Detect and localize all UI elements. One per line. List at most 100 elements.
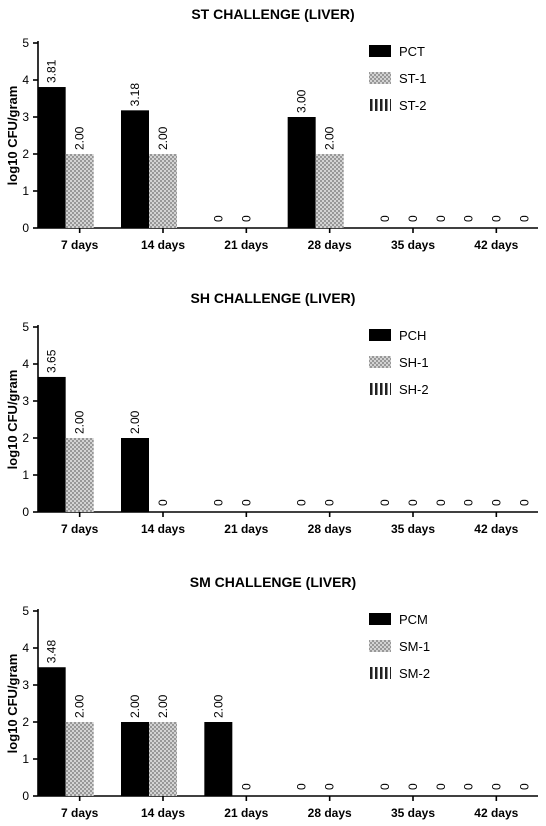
x-tick-label: 42 days	[474, 238, 518, 252]
bar-pct	[287, 117, 316, 228]
y-tick-label: 0	[22, 789, 29, 803]
y-tick-label: 4	[22, 73, 29, 87]
y-tick-label: 4	[22, 641, 29, 655]
y-tick-label: 1	[22, 184, 29, 198]
bar-sh-1	[65, 438, 94, 512]
legend-label: PCT	[399, 44, 425, 59]
chart-title: SH CHALLENGE (LIVER)	[191, 290, 356, 306]
data-label: 0	[378, 215, 392, 222]
x-tick-label: 14 days	[141, 522, 185, 536]
y-tick-label: 5	[22, 36, 29, 50]
chart-panel-1: ST CHALLENGE (LIVER) log10 CFU/gram 0 1 2 3 4 5…	[5, 6, 538, 252]
x-tick-label: 14 days	[141, 238, 185, 252]
legend-swatch-pct	[369, 45, 391, 57]
data-label: 0	[461, 215, 475, 222]
data-label: 0	[517, 215, 531, 222]
x-tick-label: 7 days	[61, 238, 99, 252]
data-label: 0	[323, 499, 337, 506]
y-axis-label: log10 CFU/gram	[5, 86, 20, 186]
y-tick-label: 4	[22, 357, 29, 371]
y-axis-label: log10 CFU/gram	[5, 370, 20, 470]
bar-st-1	[315, 154, 344, 228]
legend-swatch-pch	[369, 329, 391, 341]
y-tick-label: 5	[22, 604, 29, 618]
data-label: 0	[434, 499, 448, 506]
data-label: 2.00	[156, 694, 170, 718]
bar-pch	[37, 376, 66, 512]
y-tick-label: 1	[22, 752, 29, 766]
legend-swatch-pcm	[369, 613, 391, 625]
data-label: 0	[406, 499, 420, 506]
data-label: 0	[434, 783, 448, 790]
data-label: 0	[156, 499, 170, 506]
data-label: 0	[461, 499, 475, 506]
y-tick-label: 2	[22, 715, 29, 729]
x-tick-label: 21 days	[224, 522, 268, 536]
data-label: 2.00	[323, 126, 337, 150]
bar-pcm	[37, 667, 66, 796]
legend-label: PCH	[399, 328, 426, 343]
y-tick-label: 5	[22, 320, 29, 334]
data-label: 2.00	[73, 410, 87, 434]
y-tick-label: 3	[22, 394, 29, 408]
data-label: 0	[489, 783, 503, 790]
bar-pct	[121, 110, 149, 228]
data-label: 3.48	[45, 640, 59, 664]
legend-label: ST-2	[399, 98, 426, 113]
data-label: 0	[295, 783, 309, 790]
y-axis-label: log10 CFU/gram	[5, 654, 20, 754]
data-label: 0	[211, 499, 225, 506]
data-label: 3.18	[128, 83, 142, 107]
x-tick-label: 21 days	[224, 806, 268, 820]
chart-panel-2: SH CHALLENGE (LIVER) log10 CFU/gram 0 1 2 3 4 5…	[5, 290, 538, 536]
x-tick-label: 7 days	[61, 806, 99, 820]
data-label: 0	[517, 783, 531, 790]
legend-label: SM-1	[399, 639, 430, 654]
data-label: 0	[239, 783, 253, 790]
x-tick-label: 42 days	[474, 806, 518, 820]
x-tick-label: 42 days	[474, 522, 518, 536]
legend-label: PCM	[399, 612, 428, 627]
y-tick-label: 2	[22, 431, 29, 445]
data-label: 2.00	[73, 126, 87, 150]
legend-swatch-st-2	[369, 99, 391, 111]
x-tick-label: 7 days	[61, 522, 99, 536]
data-label: 0	[406, 783, 420, 790]
bar-pct	[37, 87, 66, 228]
x-tick-label: 28 days	[308, 522, 352, 536]
data-label: 0	[434, 215, 448, 222]
data-label: 0	[323, 783, 337, 790]
x-tick-label: 14 days	[141, 806, 185, 820]
legend-swatch-sm-1	[369, 640, 391, 652]
bar-pch	[121, 438, 149, 512]
data-label: 0	[211, 215, 225, 222]
y-tick-label: 0	[22, 221, 29, 235]
data-label: 2.00	[73, 694, 87, 718]
data-label: 0	[378, 783, 392, 790]
legend-swatch-sh-1	[369, 356, 391, 368]
chart-title: ST CHALLENGE (LIVER)	[191, 6, 354, 22]
y-tick-label: 3	[22, 678, 29, 692]
x-tick-label: 35 days	[391, 238, 435, 252]
data-label: 2.00	[128, 694, 142, 718]
data-label: 3.65	[45, 349, 59, 373]
x-tick-label: 28 days	[308, 238, 352, 252]
data-label: 0	[378, 499, 392, 506]
chart-title: SM CHALLENGE (LIVER)	[190, 574, 356, 590]
legend-label: SM-2	[399, 666, 430, 681]
legend-label: ST-1	[399, 71, 426, 86]
data-label: 2.00	[156, 126, 170, 150]
y-tick-label: 2	[22, 147, 29, 161]
legend-label: SH-2	[399, 382, 429, 397]
bar-st-1	[65, 154, 94, 228]
x-tick-label: 35 days	[391, 806, 435, 820]
data-label: 0	[406, 215, 420, 222]
data-label: 0	[239, 215, 253, 222]
data-label: 0	[489, 215, 503, 222]
data-label: 0	[295, 499, 309, 506]
legend-label: SH-1	[399, 355, 429, 370]
data-label: 3.00	[295, 89, 309, 113]
data-label: 0	[461, 783, 475, 790]
x-tick-label: 35 days	[391, 522, 435, 536]
